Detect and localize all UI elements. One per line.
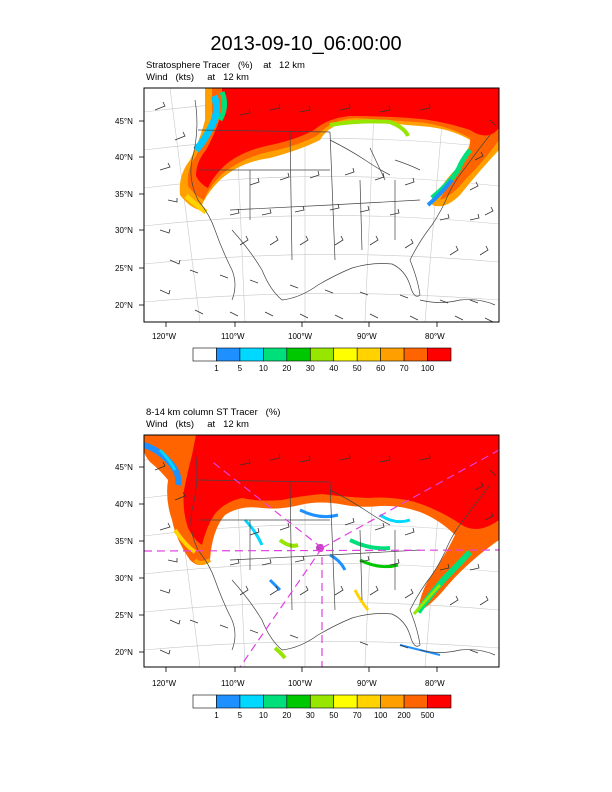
panel1-lon-label: 100°W [288,332,313,341]
colorbar-swatch [403,347,428,362]
colorbar-swatch [309,347,335,362]
colorbar-swatch [263,694,288,709]
panel2-wind-barbs [154,453,497,655]
colorbar-label: 100 [421,364,435,373]
panel2-lon-label: 110°W [221,679,245,688]
panel1-lon-label: 90°W [357,332,377,341]
colorbar-swatch [356,694,381,709]
panel1-map [144,88,499,322]
colorbar-label: 40 [329,364,338,373]
colorbar-swatch [403,694,428,709]
colorbar-swatch [216,347,241,362]
panel2-map [144,435,499,667]
panel2-title-line2: Wind (kts) at 12 km [146,419,249,430]
panel1-tracer-field [179,88,499,215]
colorbar-label: 30 [306,711,315,720]
figure-title: 2013-09-10_06:00:00 [210,33,402,55]
colorbar-swatch [380,347,405,362]
panel1-coastlines [190,99,496,306]
colorbar-label: 50 [329,711,338,720]
panel1-lat-ticks [139,120,144,306]
panel2-lat-label: 35°N [115,537,133,546]
colorbar-label: 60 [376,364,385,373]
panel2-lon-label: 100°W [288,679,313,688]
panel1-lat-label: 45°N [115,117,133,126]
colorbar-swatch [192,347,217,362]
colorbar-label: 30 [306,364,315,373]
panel2-colorbar-labels: 1 5 10 20 30 50 70 100 200 500 [214,711,435,720]
panel1-colorbar-labels: 1 5 10 20 30 40 50 60 70 100 [214,364,435,373]
panel2-title-line1: 8-14 km column ST Tracer (%) [146,407,281,418]
colorbar-swatch [427,694,452,709]
colorbar-swatch [286,694,311,709]
panel2-dashed-lines [144,449,499,667]
colorbar-swatch [239,347,264,362]
colorbar-label: 5 [238,711,243,720]
panel1-lon-ticks [165,322,438,327]
panel1-lat-label: 30°N [115,226,133,235]
colorbar-label: 20 [282,364,291,373]
colorbar-swatch [333,694,358,709]
colorbar-swatch [356,347,381,362]
panel1-title-line1: Stratosphere Tracer (%) at 12 km [146,60,305,71]
colorbar-swatch [427,347,452,362]
panel2-lon-label: 80°W [425,679,445,688]
panel1-colorbar [192,347,452,362]
colorbar-label: 5 [238,364,243,373]
colorbar-label: 500 [421,711,435,720]
panel2-lat-label: 30°N [115,574,133,583]
panel2-frame [143,434,500,668]
panel2-lon-label: 90°W [357,679,377,688]
colorbar-label: 20 [282,711,291,720]
colorbar-swatch [263,347,288,362]
colorbar-label: 100 [374,711,388,720]
panel2-lat-label: 40°N [115,500,133,509]
colorbar-swatch [309,694,335,709]
colorbar-label: 70 [353,711,362,720]
panel1-lat-label: 40°N [115,153,133,162]
panel1-title-line2: Wind (kts) at 12 km [146,72,249,83]
panel2-lat-label: 45°N [115,463,133,472]
panel2-colorbar [192,694,452,709]
panel2-lon-label: 120°W [152,679,177,688]
panel1-lon-label: 120°W [152,332,177,341]
colorbar-swatch [380,694,405,709]
panel2-coastlines [190,449,496,656]
colorbar-label: 50 [353,364,362,373]
colorbar-swatch [216,694,241,709]
colorbar-label: 10 [259,711,268,720]
panel2-lon-ticks [165,667,438,672]
colorbar-swatch [192,694,217,709]
colorbar-swatch [286,347,311,362]
colorbar-swatch [239,694,264,709]
panel1-lon-label: 80°W [425,332,445,341]
panel1-lon-label: 110°W [221,332,245,341]
panel2-lat-label: 25°N [115,611,133,620]
colorbar-label: 1 [214,711,219,720]
colorbar-swatch [333,347,358,362]
panel1-frame [143,87,500,323]
colorbar-label: 10 [259,364,268,373]
colorbar-label: 200 [397,711,411,720]
panel1-lat-label: 25°N [115,264,133,273]
panel1-lat-label: 20°N [115,301,133,310]
colorbar-label: 1 [214,364,219,373]
colorbar-label: 70 [400,364,409,373]
panel2-lat-label: 20°N [115,648,133,657]
panel2-lat-ticks [139,466,144,653]
panel1-wind-barbs [154,101,497,322]
panel1-lat-label: 35°N [115,190,133,199]
